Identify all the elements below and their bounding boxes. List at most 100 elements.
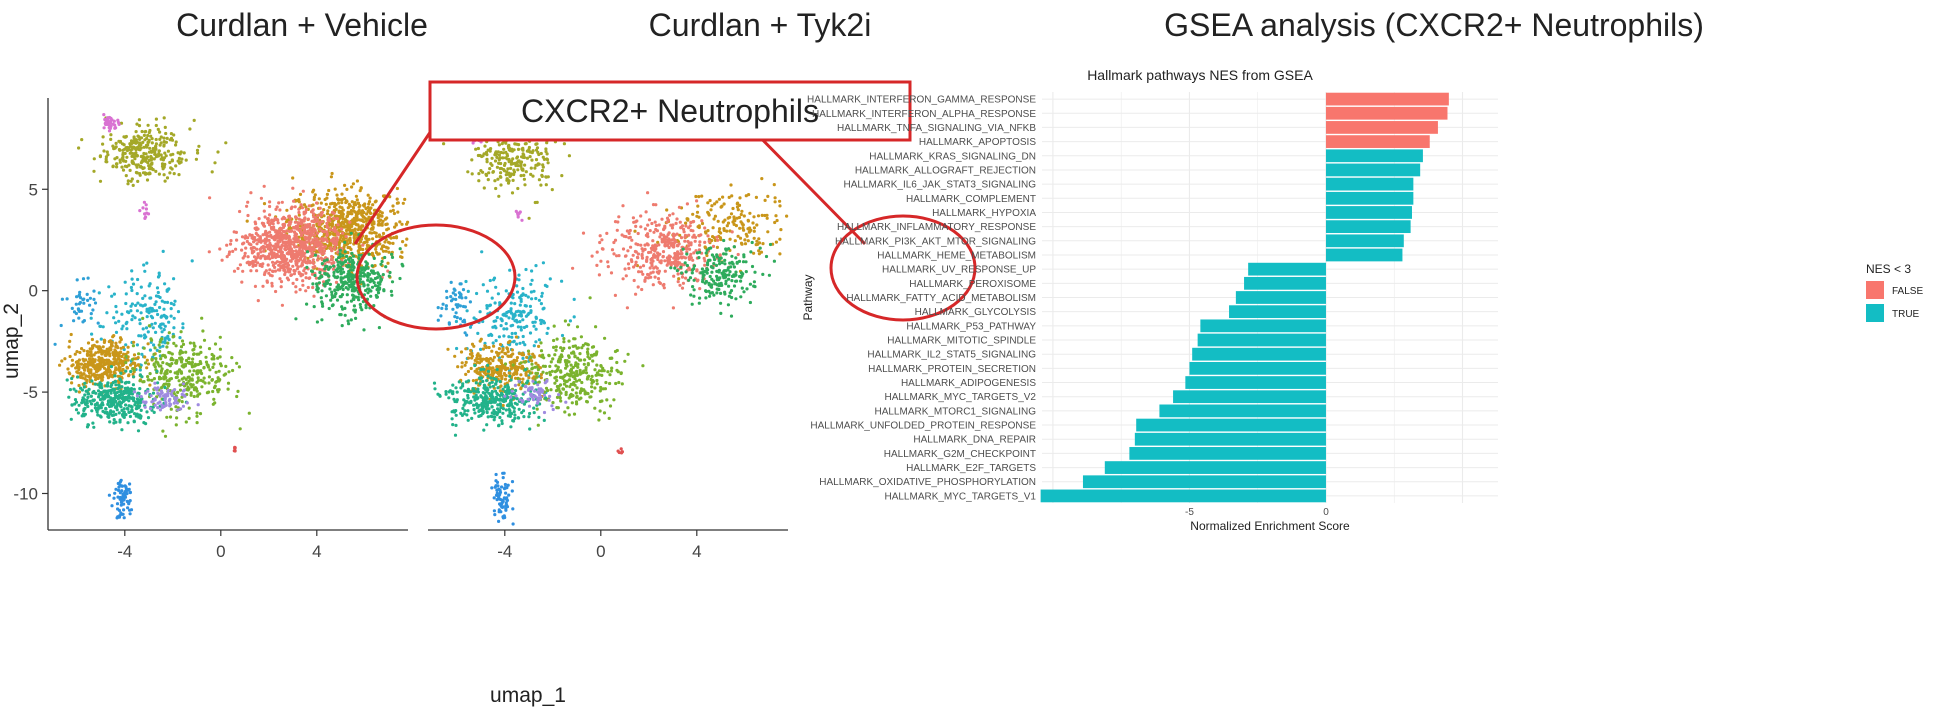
umap-point: [112, 119, 116, 123]
umap-point: [601, 247, 605, 251]
umap-point: [370, 223, 374, 227]
umap-point: [612, 252, 616, 256]
umap-point: [169, 153, 173, 157]
umap-point: [162, 328, 166, 332]
umap-point: [333, 201, 337, 206]
umap-point: [153, 403, 157, 407]
umap-point: [489, 332, 493, 336]
umap-point: [515, 342, 519, 346]
umap-point: [370, 285, 375, 289]
umap-point: [347, 283, 351, 287]
umap-point: [715, 235, 719, 239]
umap-point: [505, 154, 510, 158]
umap-point: [288, 259, 292, 263]
umap-point: [545, 331, 549, 335]
umap-point: [391, 241, 395, 245]
umap-point: [280, 217, 284, 221]
umap-point: [92, 425, 96, 429]
umap-point: [376, 223, 380, 227]
umap-point: [137, 118, 141, 122]
umap-point: [125, 310, 130, 314]
umap-point: [358, 204, 362, 208]
umap-point: [197, 144, 201, 148]
umap-point: [340, 206, 344, 210]
umap-point: [89, 352, 93, 356]
umap-point: [469, 366, 473, 371]
umap-point: [491, 170, 495, 174]
umap-point: [723, 292, 727, 296]
umap-point: [119, 121, 124, 125]
umap-point: [541, 261, 546, 265]
umap-point: [165, 300, 170, 304]
umap-point: [279, 280, 284, 284]
umap-point: [400, 262, 404, 266]
umap-point: [521, 286, 525, 291]
umap-point: [152, 363, 156, 367]
umap-point: [123, 386, 127, 390]
umap-point: [654, 227, 658, 232]
umap-point: [302, 203, 307, 207]
umap-point: [217, 369, 221, 373]
umap-point: [114, 321, 118, 325]
umap-point: [524, 170, 528, 174]
umap-point: [282, 240, 287, 245]
umap-point: [252, 255, 257, 259]
umap-point: [367, 287, 371, 291]
umap-point: [748, 300, 753, 305]
umap-point: [173, 299, 177, 303]
umap-point: [146, 375, 150, 379]
umap-point: [181, 342, 186, 346]
umap-point: [327, 306, 331, 311]
umap-point: [366, 245, 370, 249]
umap-point: [757, 249, 761, 253]
umap-point: [184, 158, 188, 162]
umap-point: [259, 246, 263, 250]
umap-point: [164, 140, 168, 144]
umap-point: [376, 291, 381, 295]
umap-point: [207, 375, 211, 379]
umap-point: [493, 324, 497, 328]
umap-point: [651, 283, 655, 287]
umap-point: [337, 201, 341, 205]
umap-point: [395, 186, 399, 191]
umap-point: [668, 213, 672, 217]
umap-point: [98, 155, 102, 159]
umap-point: [663, 226, 667, 230]
umap-point: [679, 236, 684, 240]
umap-point: [300, 237, 304, 241]
umap-point: [135, 292, 139, 296]
umap-point: [145, 366, 149, 370]
umap-point: [391, 204, 395, 208]
umap-point: [494, 319, 498, 323]
umap-point: [212, 362, 216, 366]
umap-point: [627, 266, 631, 270]
umap-point: [141, 400, 145, 404]
umap-point: [114, 487, 118, 491]
umap-point: [313, 253, 318, 257]
umap-point: [749, 250, 753, 254]
umap-point: [681, 281, 686, 285]
umap-point: [519, 174, 523, 178]
umap-point: [631, 216, 636, 220]
umap-point: [499, 324, 503, 328]
umap-point: [695, 279, 700, 283]
umap-point: [354, 216, 358, 220]
umap-point: [340, 220, 344, 224]
umap-point: [96, 321, 100, 325]
umap-point: [760, 213, 764, 217]
umap-point: [141, 296, 145, 300]
umap-point: [152, 343, 156, 347]
umap-point: [672, 241, 676, 245]
umap-point: [115, 156, 119, 160]
umap-point: [697, 256, 701, 260]
umap-point: [357, 298, 361, 302]
umap-point: [312, 212, 316, 216]
cluster-blue-bottom: [107, 478, 134, 520]
umap-point: [156, 290, 160, 295]
umap-point: [679, 255, 683, 259]
umap-point: [88, 347, 92, 351]
umap-point: [672, 260, 676, 264]
umap-point: [466, 170, 470, 174]
umap-point: [300, 206, 305, 210]
umap-point: [120, 401, 124, 405]
